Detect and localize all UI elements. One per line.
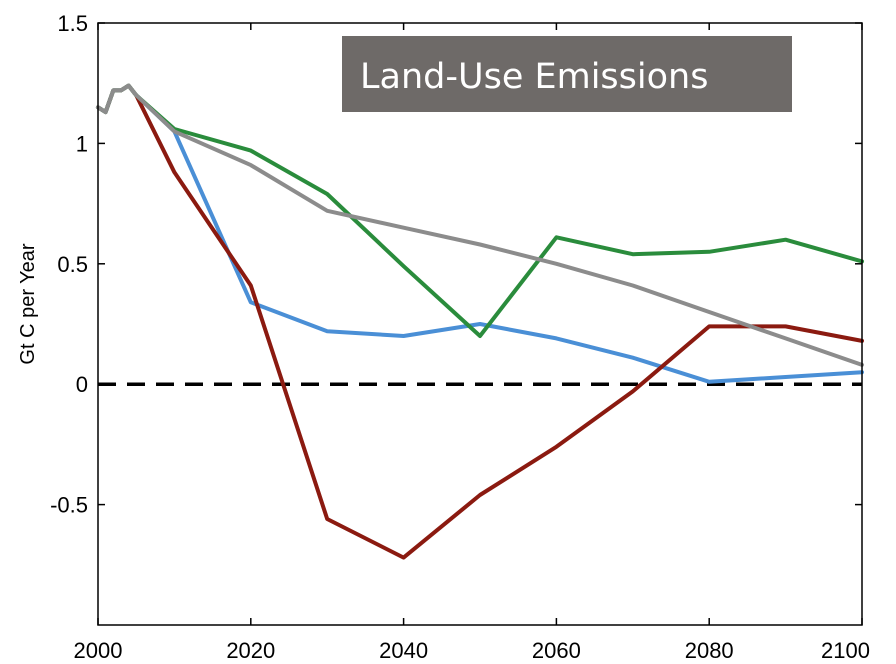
axes-frame bbox=[97, 22, 863, 626]
x-tick-label: 2100 bbox=[821, 638, 870, 663]
y-tick-label: -0.5 bbox=[50, 493, 88, 518]
series-group bbox=[96, 83, 864, 560]
x-tick-label: 2040 bbox=[379, 638, 428, 663]
x-tick-label: 2080 bbox=[685, 638, 734, 663]
series-line-4 bbox=[96, 83, 864, 367]
x-tick-label: 2000 bbox=[74, 638, 123, 663]
tick-labels: 2000 2020 2040 2060 2080 2100 -0.5 0 0.5 1 1.5 bbox=[50, 11, 870, 663]
chart-title: Land-Use Emissions bbox=[360, 57, 708, 97]
chart-title-box: Land-Use Emissions bbox=[342, 36, 792, 112]
y-tick-label: 1 bbox=[76, 131, 88, 156]
y-tick-label: 0.5 bbox=[57, 252, 88, 277]
y-tick-label: 0 bbox=[76, 372, 88, 397]
x-tick-label: 2020 bbox=[226, 638, 275, 663]
y-axis-label: Gt C per Year bbox=[17, 243, 39, 365]
tick-marks bbox=[97, 22, 863, 625]
x-tick-label: 2060 bbox=[532, 638, 581, 663]
y-tick-label: 1.5 bbox=[57, 11, 88, 36]
chart-title-background bbox=[342, 36, 792, 112]
plot-frame bbox=[97, 22, 863, 626]
